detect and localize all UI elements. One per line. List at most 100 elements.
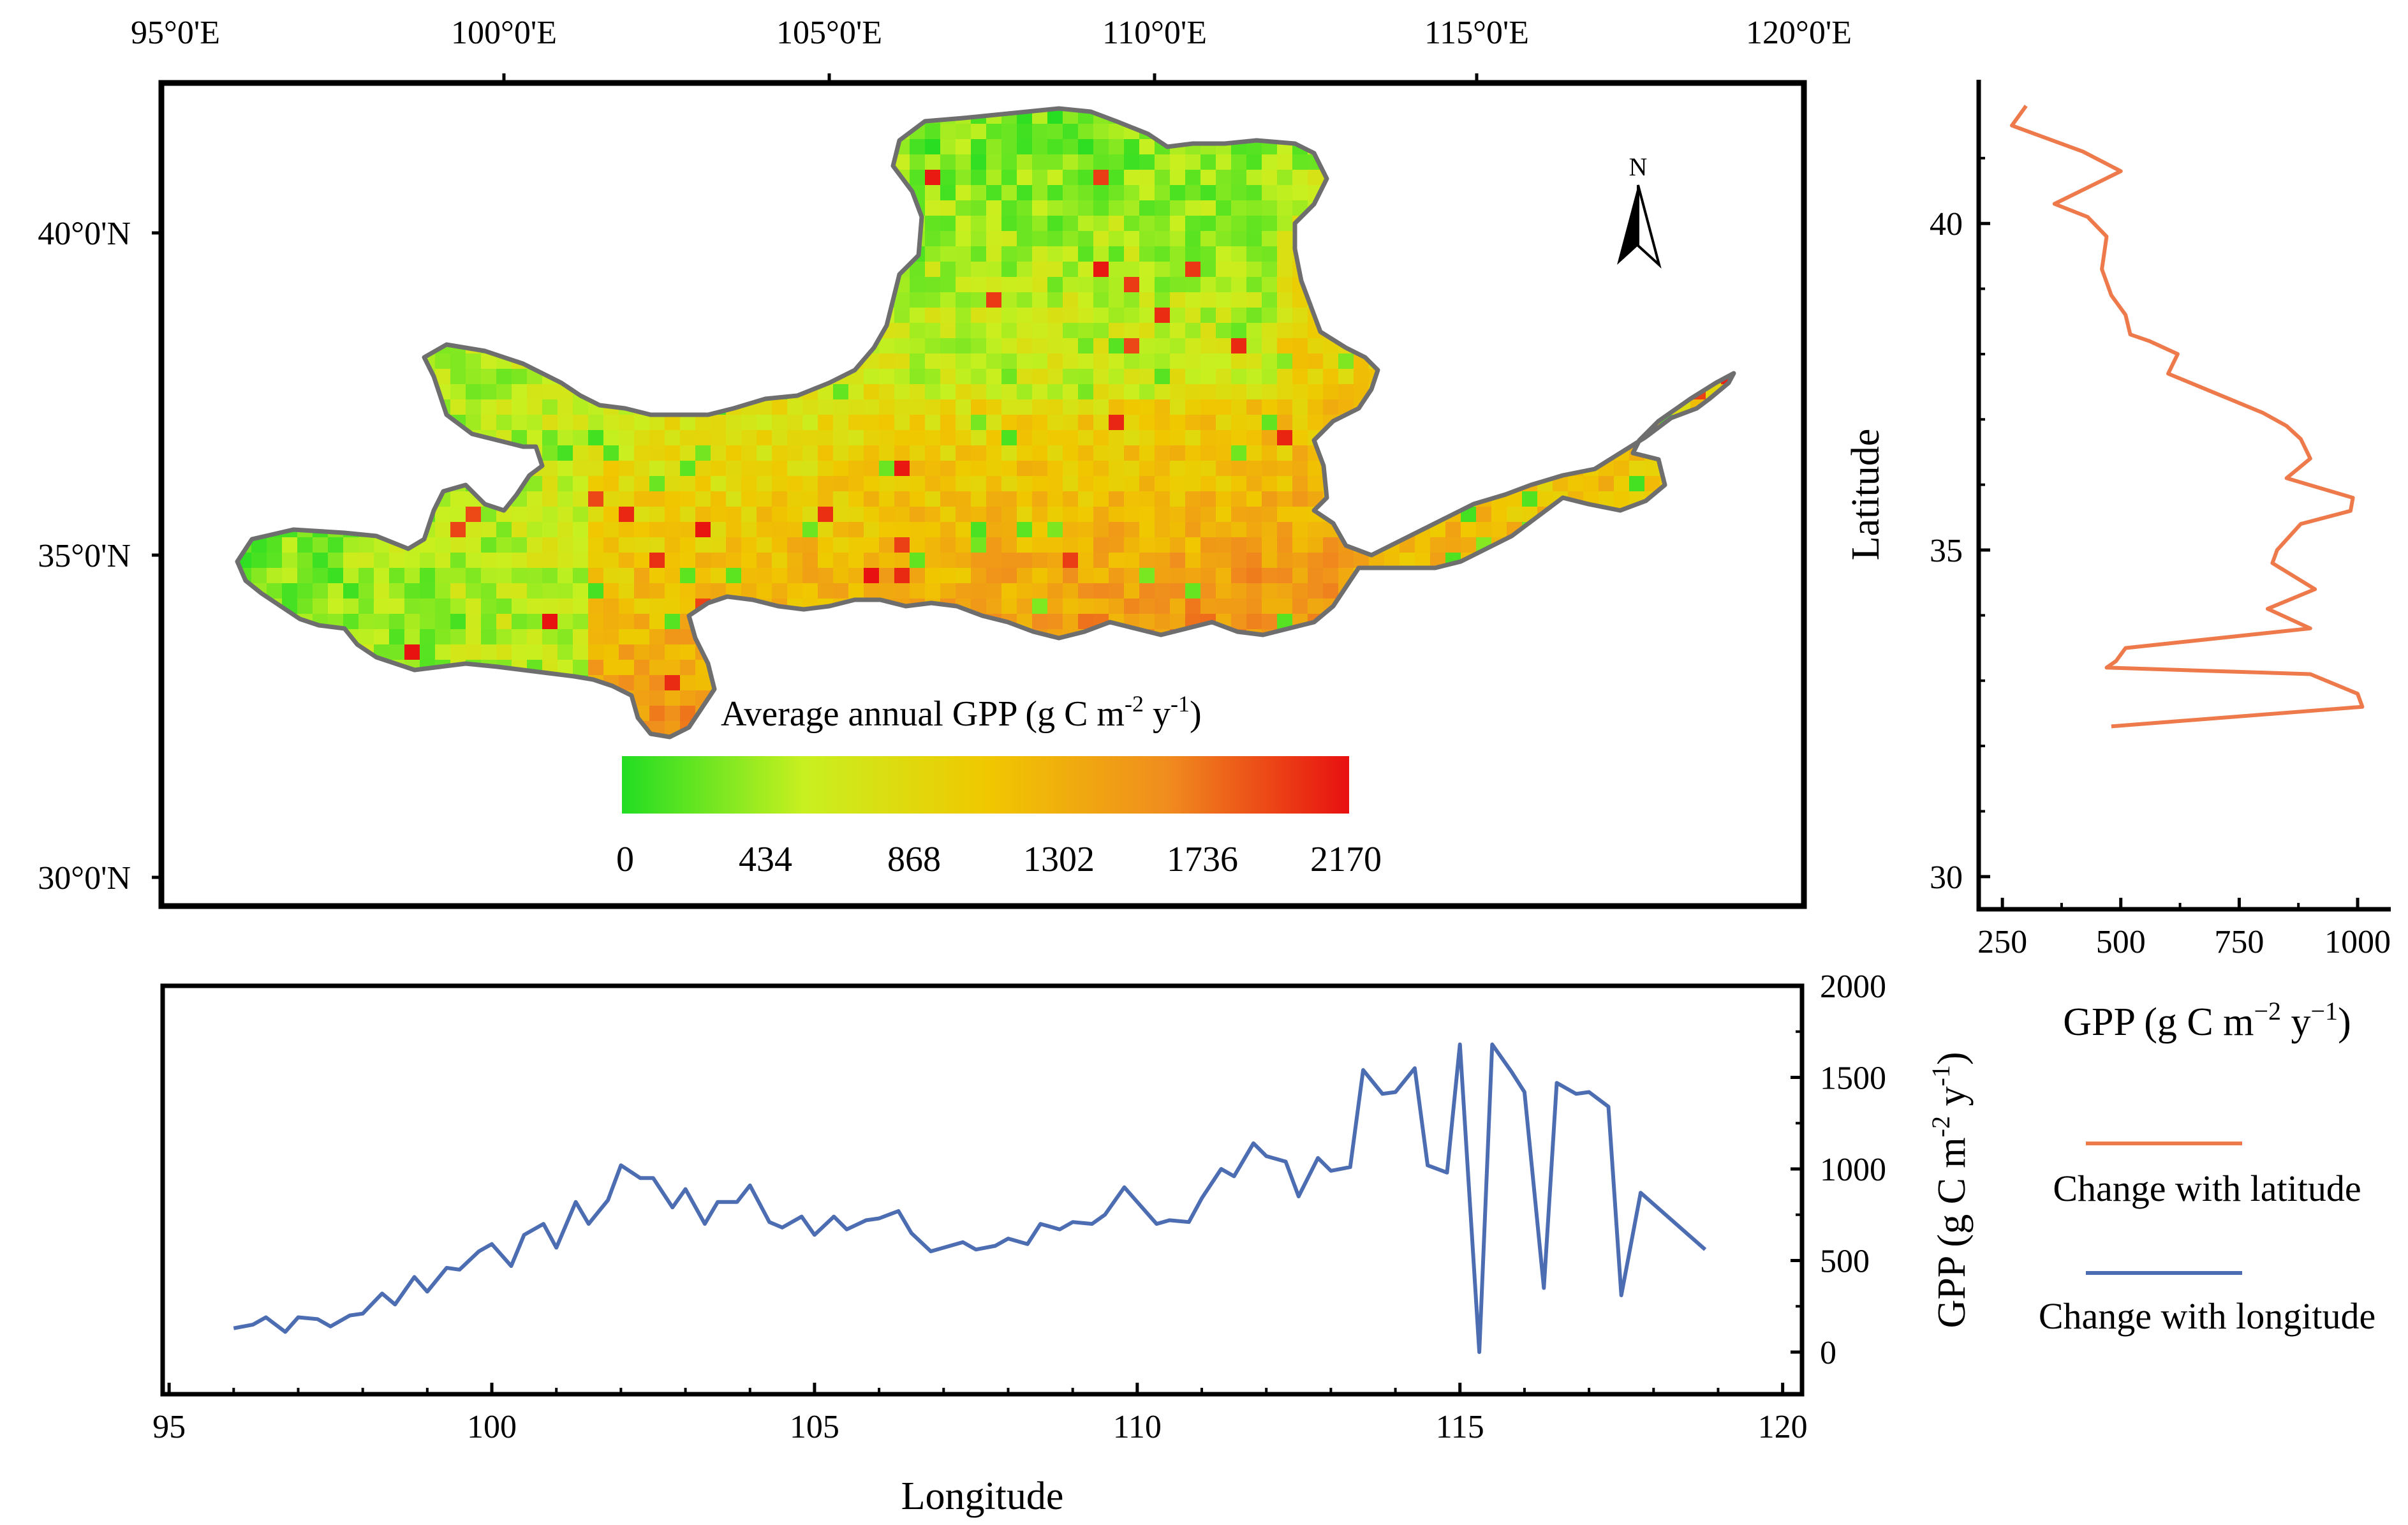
raster-cell [1078,277,1094,293]
north-arrow-icon: N [1617,152,1662,269]
raster-cell [1185,323,1201,339]
raster-cell [986,369,1002,385]
raster-cell [1277,353,1293,369]
raster-cell [1246,277,1262,293]
raster-cell [420,568,436,584]
raster-cell [940,262,956,278]
raster-cell [940,231,956,247]
raster-cell [1231,491,1247,507]
raster-cell [1231,369,1247,385]
raster-cell [512,537,528,553]
raster-cell [1231,292,1247,308]
raster-cell [1185,599,1201,614]
raster-cell [772,491,788,507]
raster-cell [1139,614,1155,630]
raster-cell [1078,476,1094,492]
raster-cell [1047,338,1063,354]
raster-cell [757,415,772,431]
raster-cell [1170,185,1186,201]
raster-cell [1032,415,1048,431]
raster-cell [1001,445,1017,461]
lon-ytick-label: 500 [1820,1243,1870,1279]
raster-cell [864,445,880,461]
raster-cell [1338,553,1354,569]
raster-cell [588,629,604,645]
raster-cell [971,583,987,599]
raster-cell [389,629,405,645]
raster-cell [1032,170,1048,186]
raster-cell [848,537,864,553]
raster-cell [1308,399,1324,415]
raster-cell [1614,461,1630,477]
raster-cell [925,277,941,293]
raster-cell [374,583,390,599]
raster-cell [558,553,573,569]
raster-cell [1231,154,1247,170]
raster-cell [925,353,941,369]
raster-cell [512,599,528,614]
raster-cell [1155,292,1171,308]
raster-cell [481,644,497,660]
raster-cell [1231,308,1247,324]
raster-cell [1109,353,1125,369]
raster-cell [1047,430,1063,446]
raster-cell [894,323,910,339]
raster-cell [1231,415,1247,431]
raster-cell [603,583,619,599]
raster-cell [649,568,665,584]
raster-cell [680,522,696,538]
raster-cell [297,568,313,584]
raster-cell [1262,491,1278,507]
raster-cell [573,583,589,599]
raster-cell [864,568,880,584]
raster-cell [1124,568,1140,584]
raster-cell [404,599,420,614]
raster-cell [1200,200,1216,216]
raster-cell [1063,599,1079,614]
raster-cell [1216,323,1232,339]
raster-cell [1093,599,1109,614]
map-xtick-3: 110°0'E [1102,15,1207,51]
raster-cell [1017,599,1033,614]
raster-cell [1078,430,1094,446]
raster-cell [481,599,497,614]
raster-cell [558,583,573,599]
lat-ytick-label: 35 [1930,533,1963,569]
raster-cell [496,614,512,630]
raster-cell [1109,124,1125,140]
lon-xtick-label: 100 [467,1409,517,1445]
raster-cell [833,384,849,400]
raster-cell [772,445,788,461]
raster-cell [1277,154,1293,170]
raster-cell [420,629,436,645]
raster-cell [542,522,558,538]
raster-cell [879,553,895,569]
raster-cell [1323,384,1339,400]
raster-cell [680,660,696,676]
raster-cell [772,476,788,492]
raster-cell [634,445,650,461]
raster-cell [833,537,849,553]
raster-cell [772,415,788,431]
raster-cell [925,154,941,170]
raster-cell [894,445,910,461]
raster-cell [634,430,650,446]
raster-cell [1277,185,1293,201]
raster-cell [1124,430,1140,446]
raster-cell [603,491,619,507]
raster-cell [1001,491,1017,507]
raster-cell [1292,583,1308,599]
raster-cell [1246,384,1262,400]
raster-cell [1277,200,1293,216]
raster-cell [1078,231,1094,247]
raster-cell [910,430,926,446]
raster-cell [313,537,329,553]
raster-cell [910,338,926,354]
raster-cell [971,185,987,201]
raster-cell [848,399,864,415]
raster-cell [956,507,971,523]
raster-cell [910,353,926,369]
lon-tick-labels: 95 100 105 110 115 120 0 500 1000 1500 2000 [152,969,1886,1445]
raster-cell [1231,200,1247,216]
